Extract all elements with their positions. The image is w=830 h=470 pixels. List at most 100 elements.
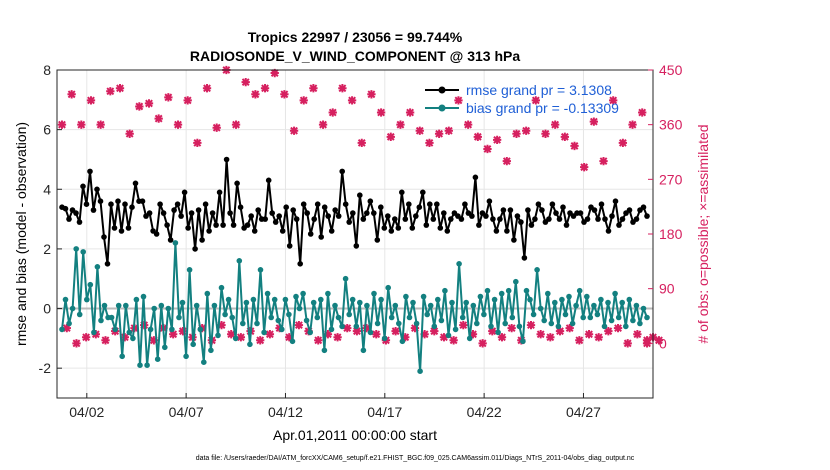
bias-point (296, 305, 303, 312)
bias-point (445, 332, 452, 339)
bias-point (580, 314, 586, 321)
bias-point (413, 320, 420, 327)
rmse-point (192, 246, 198, 252)
rmse-point (441, 210, 447, 216)
rmse-point (532, 216, 538, 222)
obs-count-marker (613, 323, 623, 333)
rmse-point (188, 210, 195, 216)
obs-count-marker (212, 123, 221, 132)
obs-count-marker (483, 144, 492, 154)
y-tick-label: 0 (43, 301, 51, 317)
rmse-point (556, 216, 563, 222)
bias-point (179, 299, 186, 306)
bias-point (392, 302, 399, 309)
rmse-point (430, 216, 437, 222)
obs-count-marker (120, 333, 129, 342)
rmse-point (325, 213, 332, 219)
rmse-point (553, 210, 559, 216)
obs-count-marker (294, 320, 304, 330)
obs-count-marker (555, 327, 565, 336)
obs-count-marker (202, 84, 212, 93)
obs-count-marker (285, 333, 294, 342)
y-tick-label: 4 (43, 181, 51, 197)
bias-point (144, 362, 150, 369)
bias-point (420, 293, 427, 300)
bias-point (328, 326, 335, 333)
bias-point (254, 320, 260, 327)
bias-line (61, 241, 648, 373)
bias-point (608, 317, 615, 324)
bias-point (193, 302, 200, 309)
bias-point (552, 299, 558, 306)
obs-count-marker (575, 336, 584, 345)
bias-point (438, 317, 445, 324)
rmse-point (381, 225, 388, 231)
legend-bias-marker (438, 104, 446, 112)
rmse-point (444, 228, 451, 234)
rmse-point (108, 201, 114, 207)
obs-count-marker (115, 84, 125, 93)
obs-count-marker (299, 96, 308, 105)
bias-point (513, 278, 519, 285)
rmse-point (304, 210, 311, 216)
rmse-point (213, 222, 219, 228)
obs-count-marker (478, 339, 487, 348)
obs-count-marker (430, 327, 439, 336)
rmse-point (497, 216, 503, 222)
obs-count-marker (352, 327, 362, 336)
bias-point (332, 302, 338, 309)
obs-count-marker (318, 120, 328, 129)
obs-count-marker (415, 126, 424, 135)
obs-count-marker (405, 108, 415, 117)
bias-point (130, 335, 136, 342)
rmse-point (80, 183, 86, 190)
bias-point (225, 296, 232, 303)
bias-point (399, 338, 406, 345)
rmse-point (388, 228, 395, 234)
bias-point (466, 335, 473, 342)
rmse-point (434, 201, 440, 207)
obs-count-marker (638, 108, 647, 117)
rmse-point (230, 222, 237, 228)
obs-count-marker (546, 333, 555, 342)
y-tick-label: 6 (43, 122, 51, 138)
bias-point (314, 314, 321, 321)
bias-point (229, 314, 235, 321)
bias-point (406, 314, 413, 321)
obs-count-marker (96, 120, 105, 129)
rmse-point (132, 180, 139, 187)
rmse-point (122, 201, 128, 207)
rmse-point (549, 201, 556, 207)
bias-point (279, 326, 285, 333)
obs-count-marker (410, 323, 420, 333)
bias-point (349, 296, 356, 303)
bias-point (247, 341, 253, 348)
rmse-point (360, 216, 367, 222)
bias-point (594, 311, 601, 318)
rmse-point (195, 207, 202, 213)
rmse-point (318, 234, 325, 240)
bias-point (569, 320, 576, 327)
obs-count-marker (618, 138, 628, 148)
bias-point (523, 287, 530, 294)
rmse-point (118, 228, 125, 234)
obs-count-marker (526, 320, 536, 330)
bias-point (303, 317, 310, 324)
bias-point (555, 323, 562, 330)
rmse-point (300, 201, 307, 207)
obs-count-marker (454, 96, 463, 105)
rmse-point (181, 189, 188, 196)
bias-point (601, 323, 608, 330)
rmse-point (525, 207, 531, 213)
bias-point (162, 344, 168, 351)
rmse-point (157, 201, 163, 207)
bias-point (222, 311, 228, 318)
rmse-point (437, 225, 444, 231)
bias-point (360, 347, 367, 354)
obs-count-marker (492, 135, 502, 145)
bias-point (371, 290, 377, 297)
obs-count-marker (372, 330, 381, 339)
rmse-point (290, 207, 297, 213)
bias-point (211, 302, 218, 309)
bias-point (502, 320, 509, 327)
